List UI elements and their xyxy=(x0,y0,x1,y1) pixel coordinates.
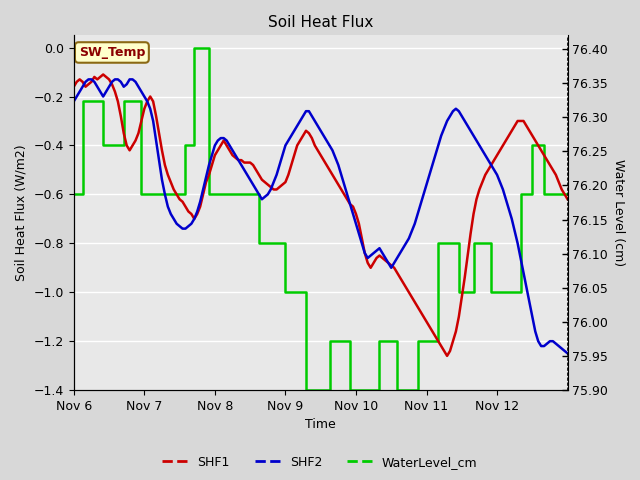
X-axis label: Time: Time xyxy=(305,419,336,432)
Y-axis label: Water Level (cm): Water Level (cm) xyxy=(612,159,625,266)
Legend: SHF1, SHF2, WaterLevel_cm: SHF1, SHF2, WaterLevel_cm xyxy=(157,451,483,474)
Y-axis label: Soil Heat Flux (W/m2): Soil Heat Flux (W/m2) xyxy=(15,144,28,281)
Text: SW_Temp: SW_Temp xyxy=(79,46,145,59)
Title: Soil Heat Flux: Soil Heat Flux xyxy=(268,15,373,30)
